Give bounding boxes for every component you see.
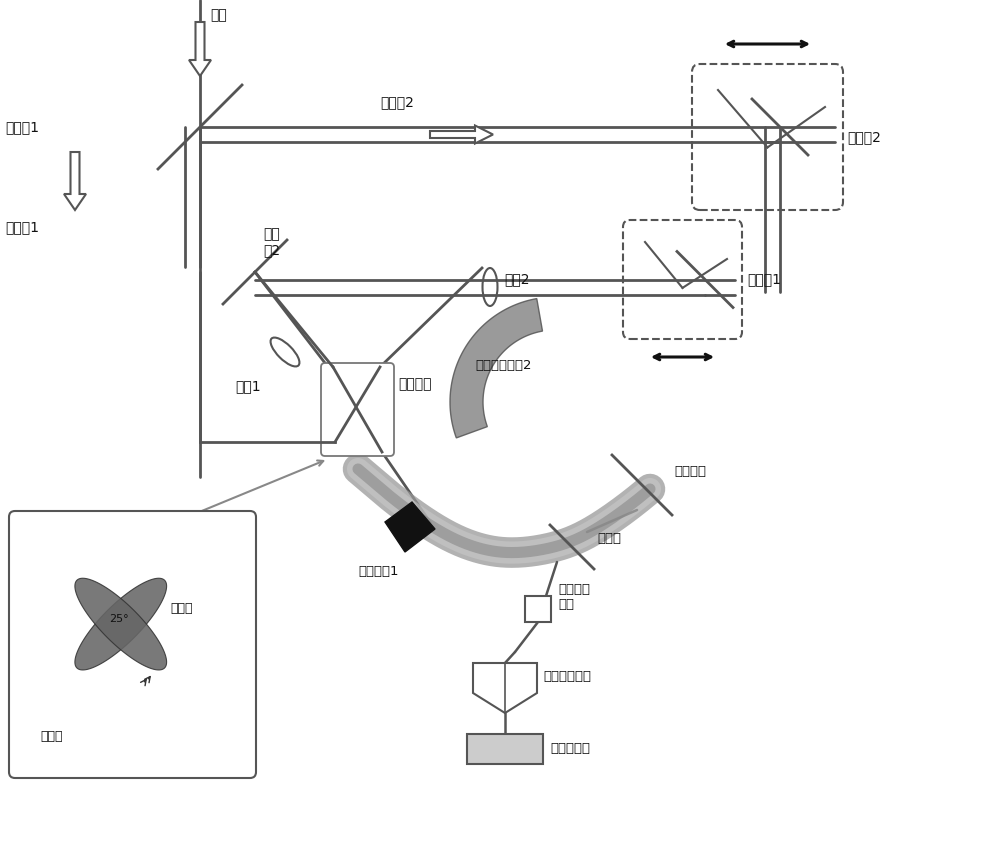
- Polygon shape: [75, 578, 167, 670]
- Text: 分束
镱2: 分束 镱2: [263, 227, 280, 257]
- Polygon shape: [473, 663, 537, 713]
- Text: 25°: 25°: [109, 614, 129, 624]
- Text: 氧化鉰锡: 氧化鉰锡: [674, 465, 706, 478]
- Text: 泵浦劉1: 泵浦劉1: [5, 220, 39, 234]
- Text: 四分之一
玻片: 四分之一 玻片: [558, 583, 590, 611]
- Text: 等离子体: 等离子体: [398, 377, 432, 392]
- Text: 沃拉斯顿棱镜: 沃拉斯顿棱镜: [543, 670, 591, 683]
- Polygon shape: [385, 502, 435, 552]
- FancyArrow shape: [64, 152, 86, 210]
- Text: 抛物面镱1: 抛物面镱1: [358, 565, 398, 578]
- FancyBboxPatch shape: [321, 363, 394, 456]
- FancyArrow shape: [430, 125, 493, 143]
- Bar: [525, 596, 551, 622]
- Text: 硒片抛物面镱2: 硒片抛物面镱2: [475, 359, 532, 372]
- Ellipse shape: [271, 338, 299, 367]
- FancyBboxPatch shape: [623, 220, 742, 339]
- Text: 透镱2: 透镱2: [504, 272, 530, 286]
- Text: 激光: 激光: [210, 8, 227, 22]
- Text: 透镱1: 透镱1: [235, 379, 261, 393]
- Text: 延时熿2: 延时熿2: [847, 130, 881, 144]
- Text: 延时熿1: 延时熿1: [747, 273, 781, 286]
- Text: 太赫兹: 太赫兹: [40, 730, 62, 743]
- Polygon shape: [450, 298, 542, 438]
- Text: 泵浦劉2: 泵浦劉2: [380, 95, 414, 109]
- Text: 太赫兹: 太赫兹: [171, 602, 193, 615]
- Bar: [467, 734, 543, 764]
- Text: 差分探测器: 差分探测器: [550, 742, 590, 756]
- Polygon shape: [75, 578, 167, 670]
- FancyArrow shape: [189, 22, 211, 76]
- Text: 碖化锌: 碖化锌: [597, 532, 621, 545]
- Text: 分束镱1: 分束镱1: [5, 120, 39, 134]
- FancyBboxPatch shape: [692, 64, 843, 210]
- FancyBboxPatch shape: [9, 511, 256, 778]
- Ellipse shape: [483, 268, 498, 306]
